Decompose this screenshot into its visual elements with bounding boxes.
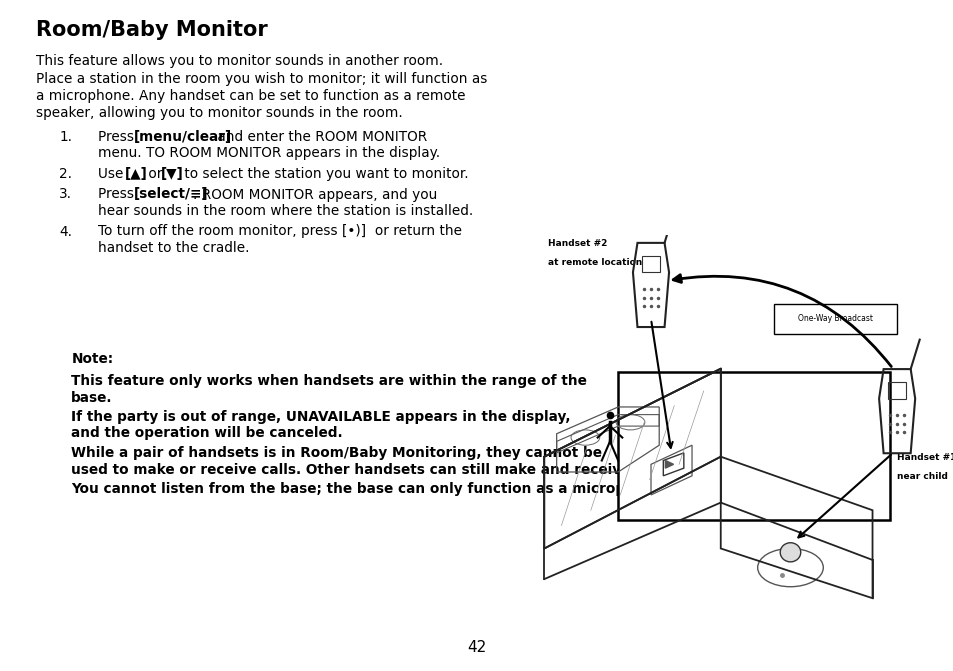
Text: 3.: 3. bbox=[59, 187, 72, 201]
Text: This feature only works when handsets are within the range of the: This feature only works when handsets ar… bbox=[71, 374, 586, 388]
Text: . ROOM MONITOR appears, and you: . ROOM MONITOR appears, and you bbox=[193, 187, 437, 201]
Text: speaker, allowing you to monitor sounds in the room.: speaker, allowing you to monitor sounds … bbox=[36, 107, 402, 121]
Text: One-Way Broadcast: One-Way Broadcast bbox=[798, 314, 872, 323]
Text: Press: Press bbox=[98, 187, 138, 201]
Text: You cannot listen from the base; the base can only function as a microphone.: You cannot listen from the base; the bas… bbox=[71, 482, 668, 496]
Text: used to make or receive calls. Other handsets can still make and receive calls.: used to make or receive calls. Other han… bbox=[71, 462, 675, 476]
Text: near child: near child bbox=[896, 472, 947, 481]
Text: While a pair of handsets is in Room/Baby Monitoring, they cannot be: While a pair of handsets is in Room/Baby… bbox=[71, 446, 601, 460]
Text: This feature allows you to monitor sounds in another room.: This feature allows you to monitor sound… bbox=[36, 54, 443, 68]
Text: [select/≡]: [select/≡] bbox=[134, 187, 209, 201]
Text: [▼]: [▼] bbox=[161, 167, 184, 181]
Polygon shape bbox=[664, 460, 673, 468]
Text: and the operation will be canceled.: and the operation will be canceled. bbox=[71, 427, 342, 440]
Text: and enter the ROOM MONITOR: and enter the ROOM MONITOR bbox=[213, 130, 427, 144]
Text: Room/Baby Monitor: Room/Baby Monitor bbox=[36, 20, 268, 40]
Text: base.: base. bbox=[71, 391, 112, 405]
Circle shape bbox=[780, 543, 800, 562]
Text: Use: Use bbox=[98, 167, 128, 181]
Text: or: or bbox=[144, 167, 167, 181]
Text: Note:: Note: bbox=[71, 352, 113, 366]
FancyArrowPatch shape bbox=[673, 274, 890, 366]
Text: [menu/clear]: [menu/clear] bbox=[134, 130, 233, 144]
Text: Handset #1: Handset #1 bbox=[896, 453, 953, 462]
FancyBboxPatch shape bbox=[773, 304, 896, 334]
Text: ►Handset      #2: ►Handset #2 bbox=[631, 432, 759, 447]
Text: 1.: 1. bbox=[59, 130, 72, 144]
Text: To Room Monitor: To Room Monitor bbox=[631, 390, 759, 405]
Text: at remote location: at remote location bbox=[548, 258, 642, 267]
FancyBboxPatch shape bbox=[618, 372, 889, 520]
Text: hear sounds in the room where the station is installed.: hear sounds in the room where the statio… bbox=[98, 204, 473, 218]
Text: to select the station you want to monitor.: to select the station you want to monito… bbox=[180, 167, 468, 181]
Text: Handset #2: Handset #2 bbox=[548, 239, 607, 248]
Text: 4.: 4. bbox=[59, 225, 72, 238]
Text: Press: Press bbox=[98, 130, 138, 144]
Text: menu. TO ROOM MONITOR appears in the display.: menu. TO ROOM MONITOR appears in the dis… bbox=[98, 146, 440, 160]
Text: To turn off the room monitor, press [•)]  or return the: To turn off the room monitor, press [•)]… bbox=[98, 225, 462, 238]
Text: handset to the cradle.: handset to the cradle. bbox=[98, 241, 250, 255]
Text: If the party is out of range, UNAVAILABLE appears in the display,: If the party is out of range, UNAVAILABL… bbox=[71, 410, 570, 424]
Text: [▲]: [▲] bbox=[125, 167, 148, 181]
Text: 2.: 2. bbox=[59, 167, 72, 181]
Text: a microphone. Any handset can be set to function as a remote: a microphone. Any handset can be set to … bbox=[36, 89, 465, 103]
Text: Place a station in the room you wish to monitor; it will function as: Place a station in the room you wish to … bbox=[36, 72, 487, 85]
Text: 42: 42 bbox=[467, 640, 486, 655]
